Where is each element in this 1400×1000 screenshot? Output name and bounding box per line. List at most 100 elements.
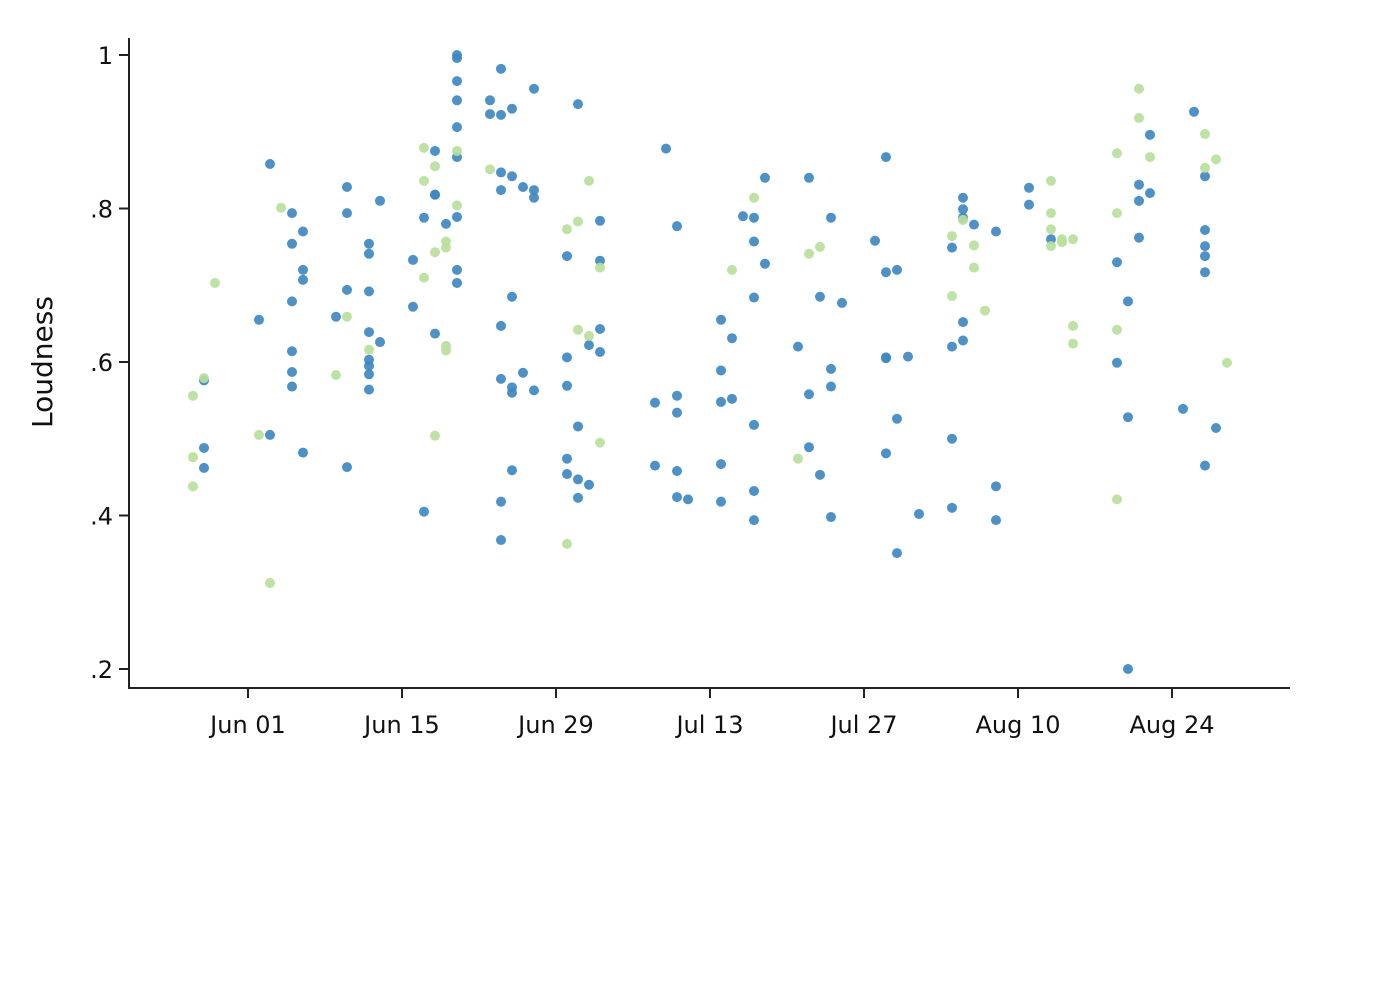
data-point bbox=[595, 215, 605, 226]
data-point bbox=[331, 311, 341, 322]
data-point bbox=[375, 195, 385, 206]
data-point bbox=[496, 167, 506, 178]
data-point bbox=[672, 492, 682, 503]
data-point bbox=[584, 340, 594, 351]
data-point bbox=[562, 469, 572, 480]
data-point bbox=[958, 335, 968, 346]
data-point bbox=[716, 396, 726, 407]
data-point bbox=[991, 481, 1001, 492]
data-point bbox=[947, 242, 957, 253]
data-point bbox=[969, 262, 979, 273]
y-tick-label: 1 bbox=[98, 42, 113, 70]
data-point bbox=[947, 290, 957, 301]
data-point bbox=[1200, 224, 1210, 235]
data-point bbox=[287, 238, 297, 249]
data-point bbox=[672, 221, 682, 232]
data-point bbox=[331, 370, 341, 381]
data-point bbox=[1046, 241, 1056, 252]
data-point bbox=[749, 212, 759, 223]
data-point bbox=[298, 226, 308, 237]
data-point bbox=[584, 175, 594, 186]
data-point bbox=[364, 384, 374, 395]
series-green bbox=[188, 83, 1232, 589]
data-point bbox=[892, 264, 902, 275]
data-point bbox=[507, 171, 517, 182]
data-point bbox=[1123, 296, 1133, 307]
data-point bbox=[452, 200, 462, 211]
data-point bbox=[496, 109, 506, 120]
data-point bbox=[826, 512, 836, 523]
data-point bbox=[496, 185, 506, 196]
data-point bbox=[947, 341, 957, 352]
data-point bbox=[793, 453, 803, 464]
data-point bbox=[199, 462, 209, 473]
data-point bbox=[408, 254, 418, 265]
data-point bbox=[1200, 251, 1210, 262]
data-point bbox=[1134, 83, 1144, 94]
data-point bbox=[947, 433, 957, 444]
data-point bbox=[903, 351, 913, 362]
data-point bbox=[1057, 237, 1067, 248]
data-point bbox=[1200, 460, 1210, 471]
data-point bbox=[375, 337, 385, 348]
data-point bbox=[650, 397, 660, 408]
data-point bbox=[430, 145, 440, 156]
data-point bbox=[188, 390, 198, 401]
y-tick-label: .6 bbox=[90, 349, 113, 377]
data-point bbox=[342, 462, 352, 473]
data-point bbox=[1200, 129, 1210, 140]
data-point bbox=[1200, 267, 1210, 278]
data-point bbox=[870, 235, 880, 246]
data-point bbox=[749, 292, 759, 303]
data-point bbox=[507, 291, 517, 302]
data-point bbox=[364, 286, 374, 297]
data-point bbox=[1046, 224, 1056, 235]
data-point bbox=[958, 204, 968, 215]
x-tick-label: Aug 10 bbox=[975, 711, 1060, 739]
data-point bbox=[793, 341, 803, 352]
data-point bbox=[562, 453, 572, 464]
data-point bbox=[364, 369, 374, 380]
data-point bbox=[298, 264, 308, 275]
data-point bbox=[199, 442, 209, 453]
data-point bbox=[958, 215, 968, 226]
data-point bbox=[1200, 241, 1210, 252]
data-point bbox=[265, 158, 275, 169]
data-point bbox=[804, 442, 814, 453]
y-tick-label: .8 bbox=[90, 196, 113, 224]
data-point bbox=[254, 429, 264, 440]
data-point bbox=[364, 344, 374, 355]
data-point bbox=[496, 320, 506, 331]
x-tick-label: Aug 24 bbox=[1129, 711, 1214, 739]
data-point bbox=[969, 219, 979, 230]
x-tick-label: Jul 27 bbox=[828, 711, 897, 739]
y-axis-ticks: 1 .8 .6 .4 .2 bbox=[90, 42, 129, 684]
data-point bbox=[529, 192, 539, 203]
data-point bbox=[430, 247, 440, 258]
data-point bbox=[573, 324, 583, 335]
data-point bbox=[430, 161, 440, 172]
data-point bbox=[1123, 412, 1133, 423]
data-point bbox=[496, 496, 506, 507]
x-tick-label: Jul 13 bbox=[674, 711, 743, 739]
data-point bbox=[892, 413, 902, 424]
data-point bbox=[1112, 257, 1122, 268]
data-point bbox=[1068, 338, 1078, 349]
data-point bbox=[265, 578, 275, 589]
data-point bbox=[562, 352, 572, 363]
data-point bbox=[749, 192, 759, 203]
data-point bbox=[188, 481, 198, 492]
data-point bbox=[573, 474, 583, 485]
data-point bbox=[419, 212, 429, 223]
data-point bbox=[683, 494, 693, 505]
data-point bbox=[826, 363, 836, 374]
data-point bbox=[452, 277, 462, 288]
data-point bbox=[364, 327, 374, 338]
data-point bbox=[1211, 423, 1221, 434]
data-point bbox=[452, 264, 462, 275]
data-point bbox=[1112, 494, 1122, 505]
data-point bbox=[826, 212, 836, 223]
data-point bbox=[287, 296, 297, 307]
data-point bbox=[573, 492, 583, 503]
